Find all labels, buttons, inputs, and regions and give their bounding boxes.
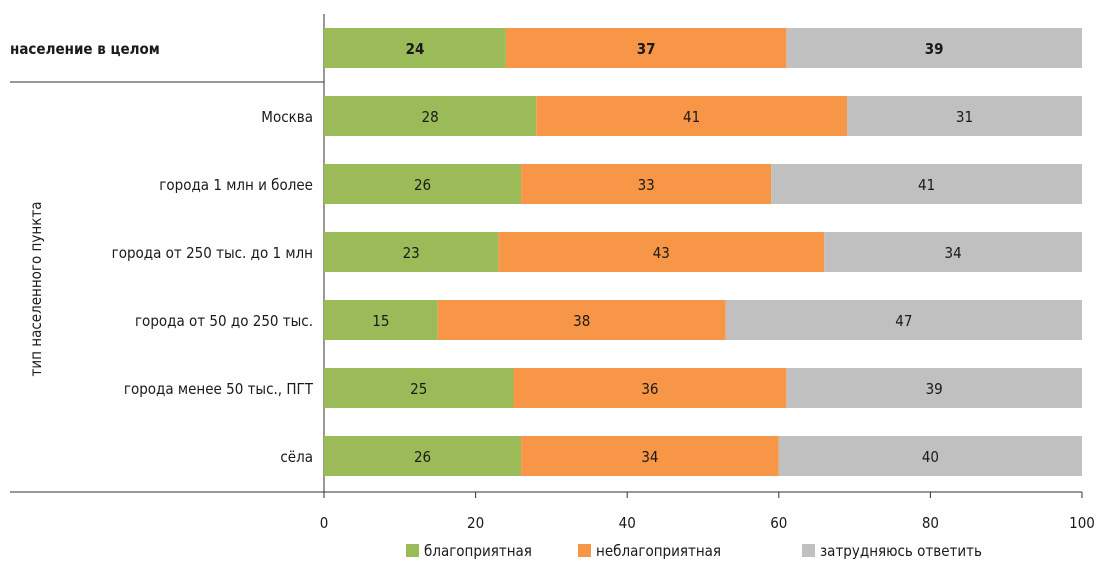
data-label: 31 <box>956 108 973 126</box>
category-label: города 1 млн и более <box>159 176 313 194</box>
bar-segment <box>521 436 779 476</box>
data-label: 36 <box>641 380 658 398</box>
bar-segment <box>324 232 499 272</box>
x-tick-label: 80 <box>922 514 939 532</box>
category-label: города от 250 тыс. до 1 млн <box>112 244 313 262</box>
bar-segment <box>521 164 772 204</box>
bar-segment <box>725 300 1082 340</box>
bar-segment <box>437 300 726 340</box>
x-tick-label: 60 <box>770 514 787 532</box>
x-tick-label: 100 <box>1069 514 1095 532</box>
data-label: 25 <box>410 380 427 398</box>
data-label: 37 <box>637 40 656 58</box>
data-label: 38 <box>573 312 590 330</box>
bar-segment <box>536 96 848 136</box>
data-label: 15 <box>372 312 389 330</box>
category-label: города от 50 до 250 тыс. <box>135 312 313 330</box>
data-label: 39 <box>926 380 943 398</box>
legend-swatch <box>406 544 419 557</box>
bar-segment <box>513 368 787 408</box>
data-label: 34 <box>641 448 658 466</box>
data-label: 47 <box>895 312 912 330</box>
data-label: 33 <box>638 176 655 194</box>
data-label: 41 <box>683 108 700 126</box>
x-tick-label: 0 <box>320 514 329 532</box>
group-axis-label: тип населенного пункта <box>27 202 45 377</box>
bar-segment <box>824 232 1082 272</box>
bars-layer: 24 37 39 28 41 31 26 33 41 23 43 34 15 38 47 25 36 39 26 34… <box>324 28 1082 476</box>
category-label: население в целом <box>10 40 160 58</box>
data-label: 26 <box>414 448 431 466</box>
data-label: 26 <box>414 176 431 194</box>
bar-segment <box>771 164 1082 204</box>
bar-segment <box>324 300 438 340</box>
bar-segment <box>324 96 537 136</box>
data-label: 40 <box>922 448 939 466</box>
data-label: 39 <box>925 40 944 58</box>
data-label: 43 <box>653 244 670 262</box>
bar-segment <box>505 28 787 68</box>
data-label: 23 <box>403 244 420 262</box>
bar-segment <box>786 28 1082 68</box>
x-axis: 0 20 40 60 80 100 <box>320 492 1095 532</box>
bar-segment <box>324 28 506 68</box>
bar-segment <box>498 232 825 272</box>
x-tick-label: 40 <box>619 514 636 532</box>
category-label: Москва <box>261 108 313 126</box>
x-tick-label: 20 <box>467 514 484 532</box>
legend-label: неблагоприятная <box>596 542 721 560</box>
data-label: 28 <box>422 108 439 126</box>
category-label: города менее 50 тыс., ПГТ <box>124 380 314 398</box>
bar-segment <box>324 164 522 204</box>
category-label: сёла <box>280 448 313 466</box>
bar-segment <box>778 436 1082 476</box>
legend-label: благоприятная <box>424 542 532 560</box>
legend-label: затрудняюсь ответить <box>820 542 982 560</box>
legend-swatch <box>578 544 591 557</box>
bar-segment <box>324 368 514 408</box>
legend-swatch <box>802 544 815 557</box>
legend: благоприятная неблагоприятная затрудняюсь … <box>406 542 982 560</box>
category-labels: население в целом Москва города 1 млн и бо… <box>10 40 314 466</box>
bar-segment <box>324 436 522 476</box>
data-label: 34 <box>945 244 962 262</box>
data-label: 24 <box>406 40 425 58</box>
bar-segment <box>847 96 1082 136</box>
bar-segment <box>786 368 1082 408</box>
data-label: 41 <box>918 176 935 194</box>
